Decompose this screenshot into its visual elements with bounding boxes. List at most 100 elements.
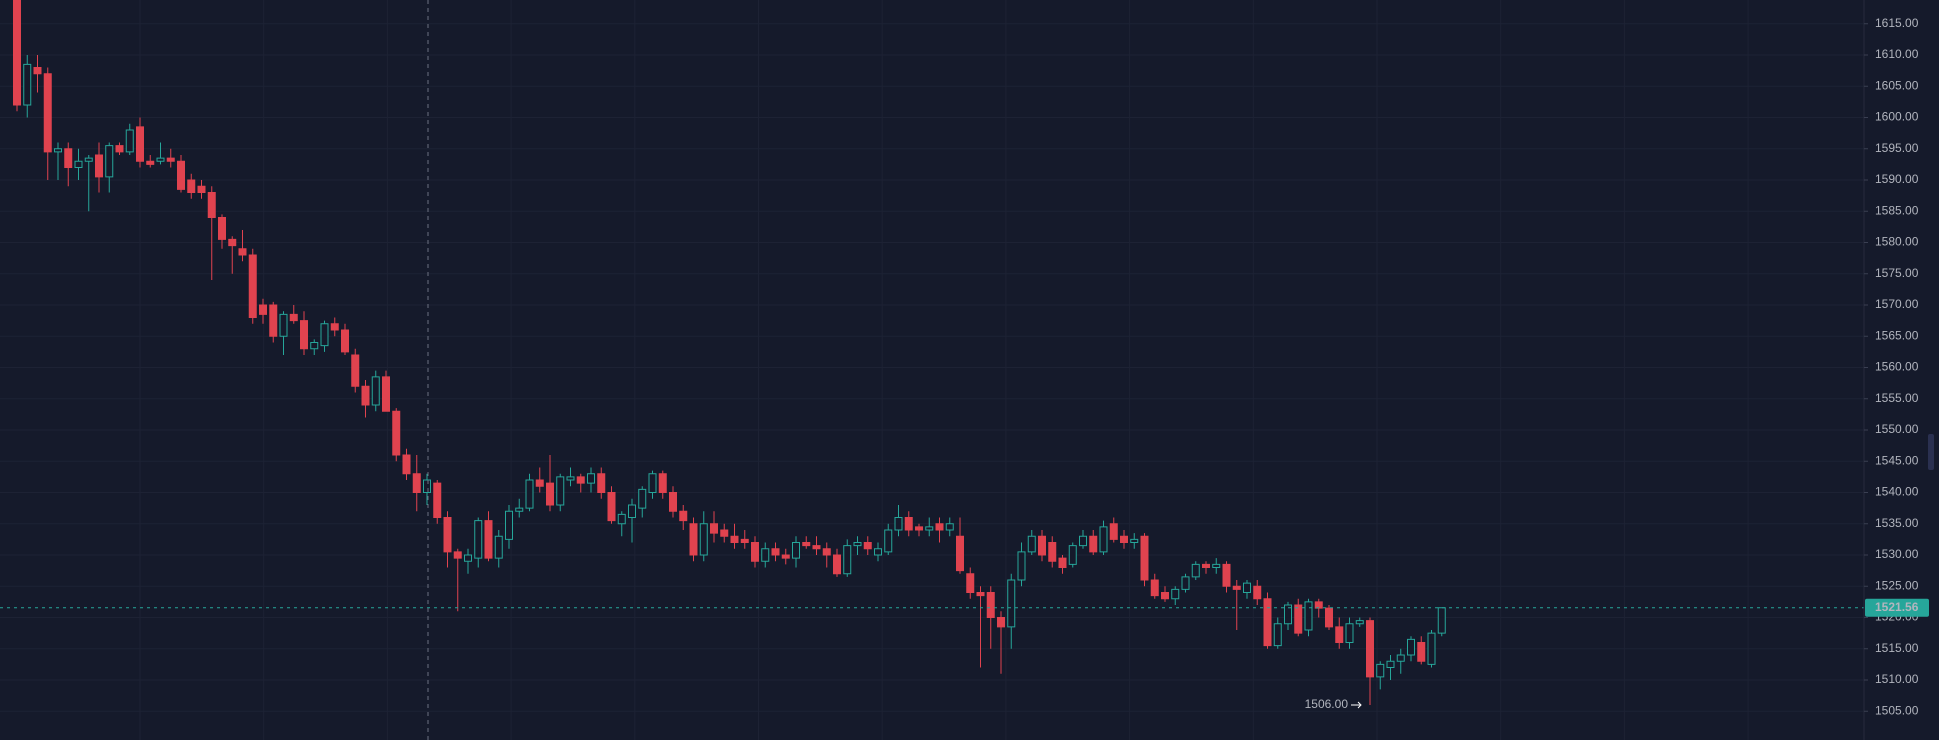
candle-body	[146, 160, 155, 165]
candle-body	[1058, 557, 1067, 568]
candle-body	[515, 507, 524, 512]
candle-body	[13, 0, 21, 106]
candle-body	[1038, 535, 1046, 556]
candle-body	[945, 523, 954, 531]
candle-body	[1048, 542, 1057, 562]
candle-body	[494, 535, 503, 559]
candle-body	[925, 526, 934, 531]
candle-body	[156, 157, 165, 162]
candle-body	[310, 342, 319, 350]
y-tick-label: 1580.00	[1875, 235, 1919, 249]
candle-body	[1079, 535, 1087, 547]
candle-body	[1345, 623, 1354, 643]
candle-body	[525, 479, 534, 509]
candle-body	[935, 523, 944, 531]
candle-body	[1325, 607, 1333, 628]
candle-body	[23, 63, 32, 106]
candle-body	[371, 376, 380, 406]
candle-body	[433, 482, 442, 518]
candle-body	[781, 554, 790, 559]
candle-body	[669, 492, 677, 512]
candle-body	[351, 354, 360, 387]
candle-body	[136, 126, 144, 162]
candle-body	[1355, 620, 1364, 625]
candle-body	[453, 551, 462, 559]
y-tick-label: 1525.00	[1875, 578, 1919, 592]
candle-body	[843, 545, 852, 575]
candle-body	[43, 73, 52, 153]
candle-body	[361, 385, 370, 406]
candle-body	[279, 313, 288, 337]
candle-body	[853, 542, 862, 547]
candle-body	[33, 67, 42, 75]
y-tick-label: 1610.00	[1875, 47, 1919, 61]
candle-body	[95, 154, 103, 178]
candle-body	[64, 148, 73, 168]
candle-body	[976, 592, 985, 597]
candle-body	[1386, 660, 1395, 668]
candle-body	[986, 592, 995, 618]
candle-body	[402, 454, 411, 475]
candle-body	[730, 535, 739, 543]
candle-body	[300, 320, 308, 350]
candle-body	[1366, 620, 1374, 678]
candle-body	[535, 479, 544, 487]
price-axis: 1505.001510.001515.001520.001525.001530.…	[1864, 16, 1929, 717]
candle-body	[710, 523, 718, 534]
candle-body	[125, 129, 134, 153]
candle-body	[166, 157, 175, 162]
candle-body	[1202, 563, 1210, 568]
y-tick-label: 1555.00	[1875, 391, 1919, 405]
candle-body	[792, 542, 800, 559]
candle-body	[248, 254, 257, 318]
candle-body	[628, 504, 636, 518]
candle-body	[997, 617, 1005, 628]
candle-body	[607, 492, 616, 522]
candle-body	[679, 510, 688, 522]
candle-body	[566, 476, 575, 481]
low-marker-arrow	[1351, 701, 1362, 709]
candle-body	[966, 573, 975, 593]
candle-body	[915, 526, 923, 531]
y-tick-label: 1615.00	[1875, 16, 1919, 30]
candle-body	[1304, 601, 1313, 631]
last-price-label: 1521.56	[1875, 600, 1919, 614]
candle-body	[1161, 592, 1169, 600]
candle-body	[382, 376, 390, 412]
candle-body	[833, 554, 841, 575]
candle-body	[1007, 579, 1016, 628]
candle-body	[484, 520, 493, 559]
candle-body	[720, 529, 729, 537]
candle-body	[505, 510, 513, 540]
candle-body	[699, 523, 708, 556]
candle-body	[638, 488, 647, 509]
candle-body	[1150, 579, 1159, 597]
candle-body	[341, 329, 349, 353]
candle-body	[894, 517, 903, 531]
y-tick-label: 1515.00	[1875, 641, 1919, 655]
y-tick-label: 1565.00	[1875, 328, 1919, 342]
candle-body	[1191, 563, 1200, 578]
candle-body	[1294, 604, 1303, 634]
candle-body	[1120, 535, 1128, 543]
candle-body	[84, 157, 93, 162]
candle-body	[105, 145, 114, 178]
y-tick-label: 1575.00	[1875, 266, 1919, 280]
candle-body	[1089, 535, 1098, 553]
candle-body	[874, 548, 882, 556]
candle-body	[802, 542, 811, 547]
scroll-handle[interactable]	[1928, 434, 1934, 470]
candle-body	[1243, 582, 1251, 593]
candle-body	[863, 542, 872, 550]
candle-body	[1273, 623, 1282, 647]
candle-body	[1253, 585, 1262, 600]
candle-body	[1171, 588, 1180, 600]
y-tick-label: 1600.00	[1875, 110, 1919, 124]
candle-body	[330, 323, 339, 331]
candle-body	[956, 535, 964, 572]
candle-body	[412, 473, 421, 493]
y-tick-label: 1585.00	[1875, 203, 1919, 217]
candle-body	[289, 313, 298, 322]
